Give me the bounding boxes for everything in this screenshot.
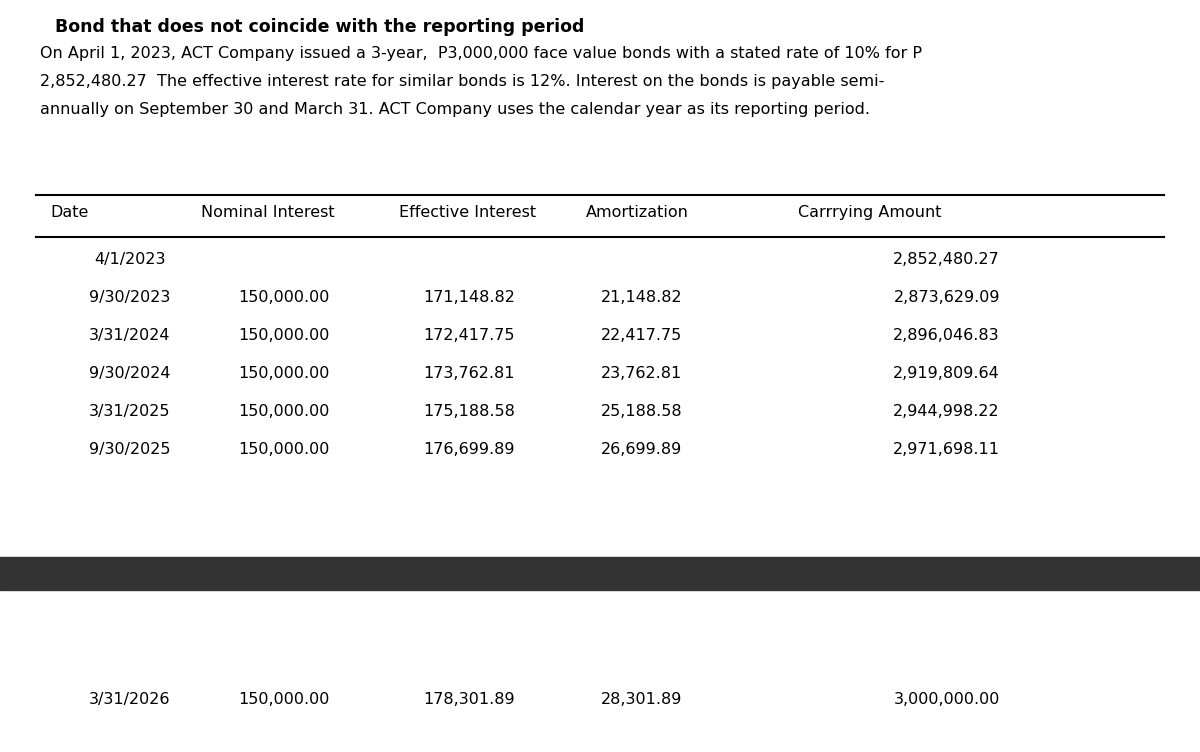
Text: Date: Date bbox=[50, 205, 89, 220]
Text: On April 1, 2023, ACT Company issued a 3-year,  P3,000,000 face value bonds with: On April 1, 2023, ACT Company issued a 3… bbox=[40, 46, 922, 61]
Text: 3,000,000.00: 3,000,000.00 bbox=[894, 692, 1000, 707]
Text: 9/30/2024: 9/30/2024 bbox=[89, 366, 170, 381]
Text: 173,762.81: 173,762.81 bbox=[424, 366, 515, 381]
Text: 2,971,698.11: 2,971,698.11 bbox=[893, 442, 1000, 457]
Text: Amortization: Amortization bbox=[586, 205, 689, 220]
Text: 150,000.00: 150,000.00 bbox=[239, 692, 330, 707]
Text: Effective Interest: Effective Interest bbox=[400, 205, 536, 220]
Text: 172,417.75: 172,417.75 bbox=[424, 328, 515, 343]
Text: 9/30/2023: 9/30/2023 bbox=[89, 290, 170, 305]
Text: 22,417.75: 22,417.75 bbox=[601, 328, 682, 343]
Text: 150,000.00: 150,000.00 bbox=[239, 328, 330, 343]
Text: 150,000.00: 150,000.00 bbox=[239, 366, 330, 381]
Text: 150,000.00: 150,000.00 bbox=[239, 442, 330, 457]
Text: 2,852,480.27: 2,852,480.27 bbox=[893, 252, 1000, 267]
Bar bbox=[0, 557, 1200, 590]
Text: 175,188.58: 175,188.58 bbox=[424, 404, 515, 419]
Text: 4/1/2023: 4/1/2023 bbox=[95, 252, 166, 267]
Text: 9/30/2025: 9/30/2025 bbox=[89, 442, 170, 457]
Text: 2,873,629.09: 2,873,629.09 bbox=[894, 290, 1000, 305]
Text: 26,699.89: 26,699.89 bbox=[601, 442, 682, 457]
Text: 2,919,809.64: 2,919,809.64 bbox=[893, 366, 1000, 381]
Text: 21,148.82: 21,148.82 bbox=[600, 290, 682, 305]
Text: annually on September 30 and March 31. ACT Company uses the calendar year as its: annually on September 30 and March 31. A… bbox=[40, 102, 870, 117]
Text: 2,852,480.27  The effective interest rate for similar bonds is 12%. Interest on : 2,852,480.27 The effective interest rate… bbox=[40, 74, 884, 89]
Text: Nominal Interest: Nominal Interest bbox=[202, 205, 335, 220]
Text: 3/31/2026: 3/31/2026 bbox=[89, 692, 170, 707]
Text: 23,762.81: 23,762.81 bbox=[601, 366, 682, 381]
Text: 150,000.00: 150,000.00 bbox=[239, 290, 330, 305]
Text: 178,301.89: 178,301.89 bbox=[424, 692, 515, 707]
Text: 25,188.58: 25,188.58 bbox=[600, 404, 682, 419]
Text: Bond that does not coincide with the reporting period: Bond that does not coincide with the rep… bbox=[55, 18, 584, 36]
Text: 150,000.00: 150,000.00 bbox=[239, 404, 330, 419]
Text: 176,699.89: 176,699.89 bbox=[424, 442, 515, 457]
Text: Carrrying Amount: Carrrying Amount bbox=[798, 205, 942, 220]
Text: 3/31/2024: 3/31/2024 bbox=[89, 328, 170, 343]
Text: 171,148.82: 171,148.82 bbox=[424, 290, 515, 305]
Text: 2,944,998.22: 2,944,998.22 bbox=[893, 404, 1000, 419]
Text: 28,301.89: 28,301.89 bbox=[601, 692, 682, 707]
Text: 2,896,046.83: 2,896,046.83 bbox=[893, 328, 1000, 343]
Text: 3/31/2025: 3/31/2025 bbox=[89, 404, 170, 419]
